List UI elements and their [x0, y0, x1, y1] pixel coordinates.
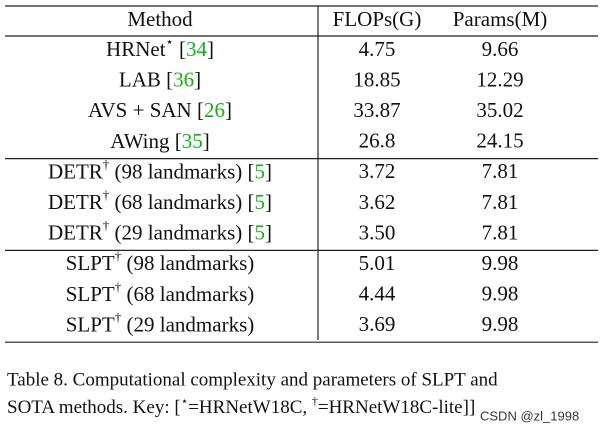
text-run: SLPT	[66, 312, 115, 336]
text-run: DETR	[48, 220, 103, 244]
superscript: †	[103, 157, 110, 172]
text-run: ]	[265, 220, 272, 244]
text-run: (98 landmarks) [	[109, 159, 254, 183]
text-run: DETR	[48, 190, 103, 214]
superscript: †	[312, 394, 318, 408]
text-run: (68 landmarks)	[121, 282, 254, 306]
text-run: DETR	[48, 159, 103, 183]
flops-cell: 4.75	[359, 37, 396, 61]
params-cell: 9.98	[482, 312, 519, 336]
flops-cell: 4.44	[359, 282, 396, 306]
text-run: [	[174, 37, 186, 61]
caption: Table 8. Computational complexity and pa…	[7, 369, 498, 390]
flops-cell: 3.50	[359, 220, 396, 244]
watermark: CSDN @zl_1998	[480, 408, 579, 423]
method-cell: SLPT† (98 landmarks)	[66, 249, 254, 275]
text-run: ]	[194, 67, 201, 91]
method-cell: LAB [36]	[119, 67, 201, 91]
text-run: (68 landmarks) [	[109, 190, 254, 214]
flops-cell: 3.62	[359, 190, 396, 214]
caption: SOTA methods. Key: [⋆=HRNetW18C, †=HRNet…	[7, 394, 475, 419]
citation: 36	[173, 67, 194, 91]
params-cell: 7.81	[482, 190, 519, 214]
superscript: †	[103, 187, 110, 202]
method-cell: AVS + SAN [26]	[88, 98, 232, 122]
flops-cell: 3.72	[359, 159, 396, 183]
superscript: †	[115, 279, 122, 294]
flops-cell: 5.01	[359, 251, 396, 275]
params-cell: 9.98	[482, 282, 519, 306]
method-cell: HRNet⋆ [34]	[106, 34, 214, 60]
method-cell: DETR† (68 landmarks) [5]	[48, 187, 272, 213]
params-cell: 7.81	[482, 159, 519, 183]
text-run: ]	[203, 129, 210, 153]
text-run: HRNet	[106, 37, 166, 61]
params-cell: 24.15	[476, 129, 523, 153]
text-run: (29 landmarks) [	[109, 220, 254, 244]
text-run: ]	[265, 159, 272, 183]
citation: 5	[255, 159, 266, 183]
params-cell: 35.02	[476, 98, 523, 122]
header: FLOPs(G)	[333, 7, 422, 31]
superscript: †	[103, 218, 110, 233]
params-cell: 9.66	[482, 37, 519, 61]
text-run: LAB [	[119, 67, 173, 91]
citation: 34	[186, 37, 208, 61]
text-run: SOTA methods. Key: [	[7, 397, 181, 418]
flops-cell: 33.87	[353, 98, 400, 122]
text-run: =HRNetW18C-lite]]	[318, 397, 475, 418]
text-run: SLPT	[66, 282, 115, 306]
text-run: ]	[225, 98, 232, 122]
flops-cell: 18.85	[353, 67, 400, 91]
superscript: ⋆	[181, 394, 189, 408]
method-cell: DETR† (98 landmarks) [5]	[48, 157, 272, 183]
superscript: †	[115, 249, 122, 264]
text-run: AVS + SAN [	[88, 98, 204, 122]
params-cell: 7.81	[482, 220, 519, 244]
method-cell: DETR† (29 landmarks) [5]	[48, 218, 272, 244]
citation: 35	[182, 129, 203, 153]
citation: 26	[204, 98, 225, 122]
superscript: †	[115, 310, 122, 325]
method-cell: AWing [35]	[110, 129, 210, 153]
params-cell: 12.29	[476, 67, 523, 91]
text-run: =HRNetW18C,	[188, 397, 312, 418]
method-cell: SLPT† (68 landmarks)	[66, 279, 254, 305]
text-run: ]	[265, 190, 272, 214]
params-cell: 9.98	[482, 251, 519, 275]
text-run: ]	[207, 37, 214, 61]
method-cell: SLPT† (29 landmarks)	[66, 310, 254, 336]
text-run: (29 landmarks)	[121, 312, 254, 336]
citation: 5	[255, 220, 266, 244]
header: Params(M)	[453, 7, 547, 31]
citation: 5	[255, 190, 266, 214]
header: Method	[127, 7, 193, 31]
flops-cell: 26.8	[359, 129, 396, 153]
superscript: ⋆	[166, 34, 174, 49]
text-run: AWing [	[110, 129, 182, 153]
text-run: SLPT	[66, 251, 115, 275]
flops-cell: 3.69	[359, 312, 396, 336]
text-run: (98 landmarks)	[121, 251, 254, 275]
